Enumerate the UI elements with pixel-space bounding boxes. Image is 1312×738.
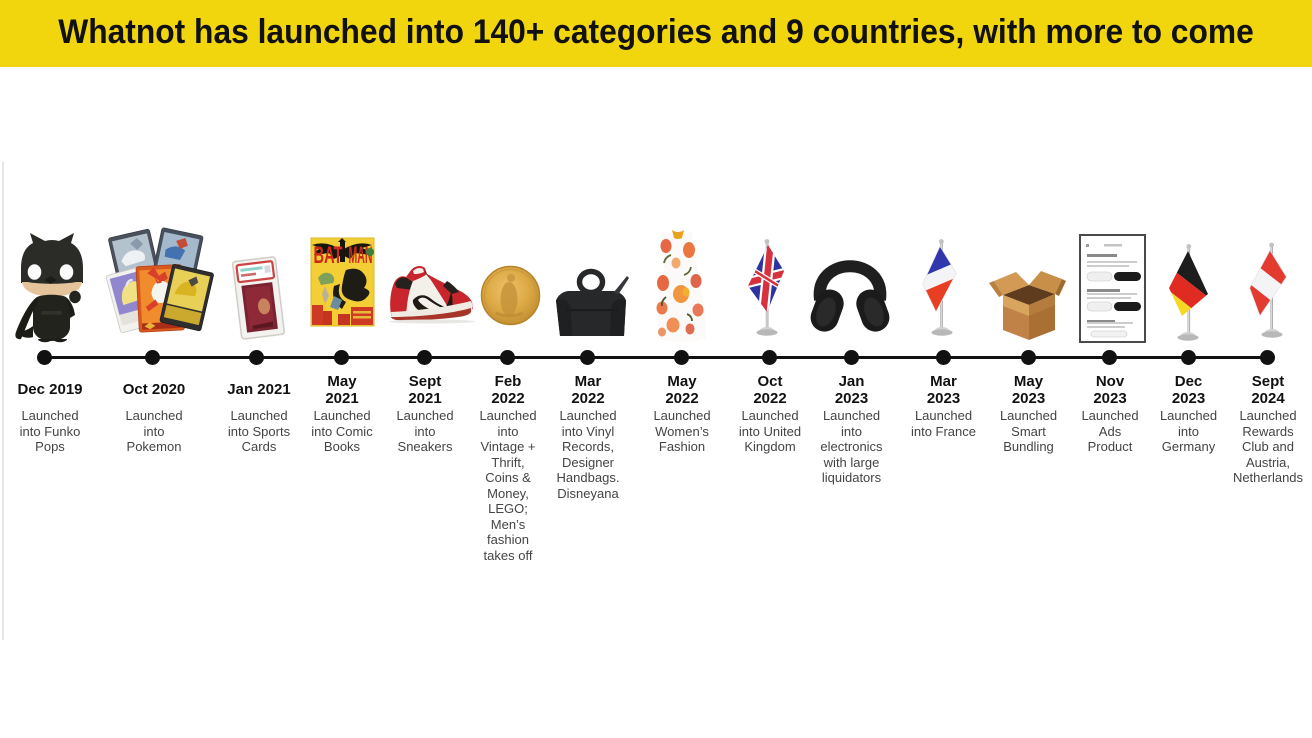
svg-text:BAT: BAT <box>314 242 343 269</box>
